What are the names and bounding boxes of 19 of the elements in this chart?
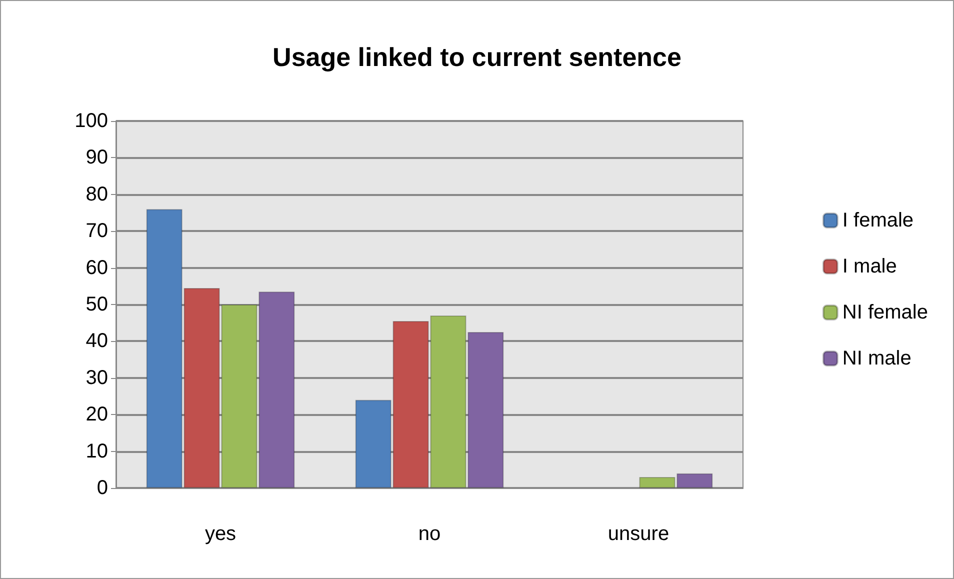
y-tick-label: 30 (86, 366, 108, 389)
y-tick-label: 60 (86, 256, 108, 279)
legend-label: NI female (842, 302, 928, 324)
y-tick-label: 0 (96, 477, 108, 499)
y-tick-label: 40 (86, 330, 108, 352)
x-tick-label: unsure (608, 523, 670, 545)
chart-title: Usage linked to current sentence (272, 42, 682, 72)
y-tick-label: 100 (74, 110, 108, 132)
legend-label: I male (842, 256, 897, 278)
y-tick-label: 70 (86, 220, 108, 242)
y-tick-label: 10 (86, 440, 108, 462)
legend-label: I female (842, 210, 914, 232)
y-tick-label: 80 (86, 183, 108, 206)
y-tick-label: 20 (86, 404, 108, 426)
x-tick-label: no (418, 523, 441, 545)
y-tick-label: 90 (86, 146, 108, 169)
y-tick-label: 50 (86, 294, 108, 316)
legend-label: NI male (842, 348, 912, 370)
x-tick-label: yes (204, 523, 236, 545)
